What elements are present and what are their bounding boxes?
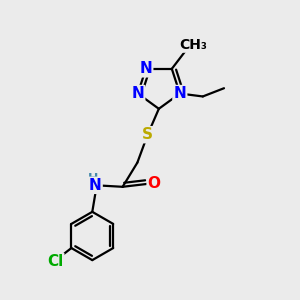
Text: S: S bbox=[142, 127, 153, 142]
Text: N: N bbox=[89, 178, 102, 193]
Text: Cl: Cl bbox=[47, 254, 63, 269]
Text: O: O bbox=[148, 176, 160, 191]
Text: N: N bbox=[173, 86, 186, 101]
Text: N: N bbox=[140, 61, 152, 76]
Text: N: N bbox=[131, 86, 144, 101]
Text: H: H bbox=[88, 172, 98, 185]
Text: CH₃: CH₃ bbox=[179, 38, 207, 52]
